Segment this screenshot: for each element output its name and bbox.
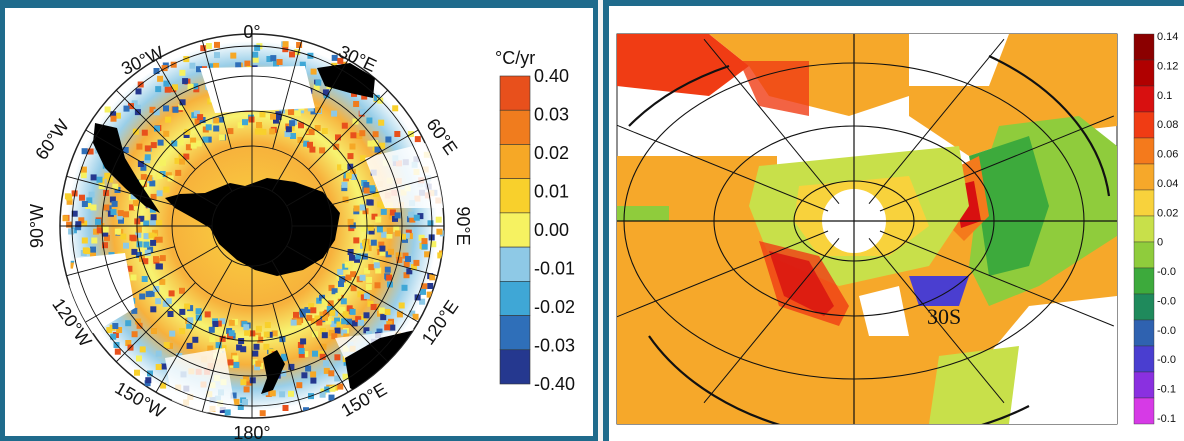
colorbar-swatch [499,178,531,214]
latitude-annotation-30s: 30S [927,304,961,329]
left-map-svg: 0° 30°E 60°E 90°E 120°E 150°E 180° 150°W… [27,22,575,441]
colorbar-swatch [499,349,531,385]
colorbar-tick-label: 0.1 [1157,90,1172,102]
colorbar-tick-label: -0.01 [534,259,575,279]
left-colorbar: °C/yr 0.40 0.03 0.02 0.01 0.00 -0.01 -0.02 -0.0… [495,48,575,394]
colorbar-swatch [499,246,531,282]
new-zealand-landmass [261,350,285,394]
south-america-landmass [93,123,160,213]
colorbar-tick-label: 0.12 [1157,60,1178,72]
colorbar-tick-label: -0.03 [534,336,575,356]
colorbar-swatch [1133,163,1155,191]
colorbar-tick-label: -0.0 [1157,354,1176,366]
colorbar-tick-label: 0.08 [1157,119,1178,131]
colorbar-unit: °C/yr [495,48,535,68]
colorbar-swatch [1133,397,1155,425]
colorbar-tick-label: -0.0 [1157,295,1176,307]
colorbar-swatch [499,144,531,179]
colorbar-tick-label: -0.02 [534,297,575,317]
lon-label-60w: 60°W [31,116,73,164]
left-map-panel: 0° 30°E 60°E 90°E 120°E 150°E 180° 150°W… [0,0,598,441]
colorbar-swatch [1133,59,1155,87]
colorbar-tick-label: 0.03 [534,105,569,125]
lon-label-180: 180° [233,423,270,441]
colorbar-tick-label: 0.04 [1157,178,1178,190]
colorbar-tick-label: 0.40 [534,66,569,86]
colorbar-tick-label: 0 [1157,237,1163,249]
africa-landmass [317,63,375,98]
colorbar-tick-label: 0.01 [534,182,569,202]
colorbar-swatch [1133,345,1155,373]
right-colorbar: 0.14 0.12 0.1 0.08 0.06 0.04 0.02 0 -0.0 -0.0 -0.0… [1133,31,1178,425]
colorbar-swatch [1133,371,1155,399]
colorbar-swatch [1133,111,1155,139]
colorbar-tick-label: 0.00 [534,220,569,240]
right-map-svg: 30S 0.14 0.12 0.1 0.08 0.06 0.04 0.02 0 -0.0 -0.0… [616,31,1178,425]
colorbar-swatch [1133,267,1155,295]
colorbar-tick-label: -0.1 [1157,384,1176,396]
colorbar-swatch [1133,33,1155,61]
colorbar-tick-label: 0.14 [1157,31,1178,43]
colorbar-tick-label: -0.0 [1157,325,1176,337]
colorbar-tick-label: 0.02 [1157,207,1178,219]
colorbar-swatch [499,212,531,248]
lon-label-90e: 90°E [453,206,473,245]
colorbar-tick-label: 0.06 [1157,149,1178,161]
lon-label-90w: 90°W [27,204,47,248]
colorbar-swatch [499,75,531,111]
colorbar-swatch [1133,215,1155,243]
colorbar-swatch [1133,319,1155,347]
lon-label-0: 0° [243,22,260,42]
colorbar-swatch [499,109,531,145]
right-map-panel: 30S 0.14 0.12 0.1 0.08 0.06 0.04 0.02 0 -0.0 -0.0… [603,0,1184,441]
colorbar-swatch [499,315,531,351]
colorbar-swatch [1133,85,1155,113]
colorbar-swatch [1133,137,1155,165]
colorbar-swatch [1133,189,1155,217]
colorbar-tick-label: -0.1 [1157,413,1176,425]
colorbar-swatch [1133,293,1155,321]
colorbar-swatch [1133,241,1155,269]
colorbar-tick-label: -0.40 [534,374,575,394]
colorbar-tick-label: -0.0 [1157,266,1176,278]
colorbar-tick-label: 0.02 [534,143,569,163]
right-data-field [617,34,1117,424]
colorbar-swatch [499,281,531,316]
